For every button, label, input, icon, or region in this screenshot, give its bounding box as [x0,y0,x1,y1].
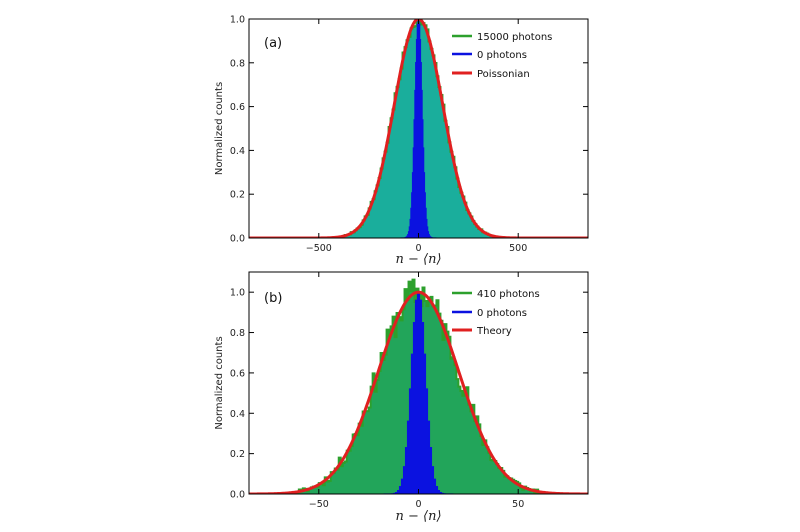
panel-a-plot-area [249,19,588,238]
panel-a-legend-0-photons: 0 photons [477,50,527,61]
panel-a-legend-poissonian: Poissonian [477,69,530,80]
x-tick-label-1: 0 [415,499,421,510]
y-tick-label-1: 0.2 [230,449,245,460]
panel-a-y-axis-label: Normalized counts [214,82,225,175]
series-0-photons-fill [383,292,454,494]
panel-a-legend-15000-photons: 15000 photons [477,32,552,43]
panel-b-legend-theory: Theory [476,326,512,337]
panel-a-ticks: −500 0 500 0.0 0.2 0.4 0.6 0.8 1.0 [230,15,588,254]
y-tick-label-0: 0.0 [230,234,245,245]
x-tick-label-1: 0 [415,243,421,254]
panel-b-plot-area [249,278,588,494]
x-tick-label-0: −500 [306,243,332,254]
y-tick-label-5: 1.0 [230,15,245,26]
panel-0-series-group [249,19,588,238]
panel-b-legend-0-photons: 0 photons [477,308,527,319]
panel-b: −50 0 50 0.0 0.2 0.4 0.6 0.8 1.0 (b) Normalized … [214,271,589,524]
series-0-photons-outline [400,19,437,238]
series-theory-curve [249,290,588,494]
series-0-photons-fill [400,19,437,238]
y-tick-label-0: 0.0 [230,490,245,501]
panel-b-ticks: −50 0 50 0.0 0.2 0.4 0.6 0.8 1.0 [230,272,588,510]
panel-1-series-group [249,278,588,494]
y-tick-label-5: 1.0 [230,288,245,299]
x-tick-label-2: 500 [509,243,527,254]
y-tick-label-4: 0.8 [230,58,245,69]
y-tick-label-1: 0.2 [230,190,245,201]
panel-b-x-axis-label: n − ⟨n⟩ [395,509,441,524]
panel-b-legend: 410 photons 0 photons Theory [452,289,540,337]
x-tick-label-2: 50 [512,499,524,510]
panel-a-label: (a) [264,36,282,51]
panel-a-legend: 15000 photons 0 photons Poissonian [452,32,552,80]
y-tick-label-4: 0.8 [230,328,245,339]
y-tick-label-2: 0.4 [230,146,245,157]
y-tick-label-2: 0.4 [230,409,245,420]
y-tick-label-3: 0.6 [230,102,245,113]
x-tick-label-0: −50 [309,499,329,510]
panel-b-legend-410-photons: 410 photons [477,289,540,300]
panel-b-y-axis-label: Normalized counts [214,336,225,429]
panel-a: −500 0 500 0.0 0.2 0.4 0.6 0.8 1.0 (a) Normalize… [214,15,589,267]
panel-a-x-axis-label: n − ⟨n⟩ [395,252,441,267]
y-tick-label-3: 0.6 [230,368,245,379]
panel-b-label: (b) [264,291,282,306]
